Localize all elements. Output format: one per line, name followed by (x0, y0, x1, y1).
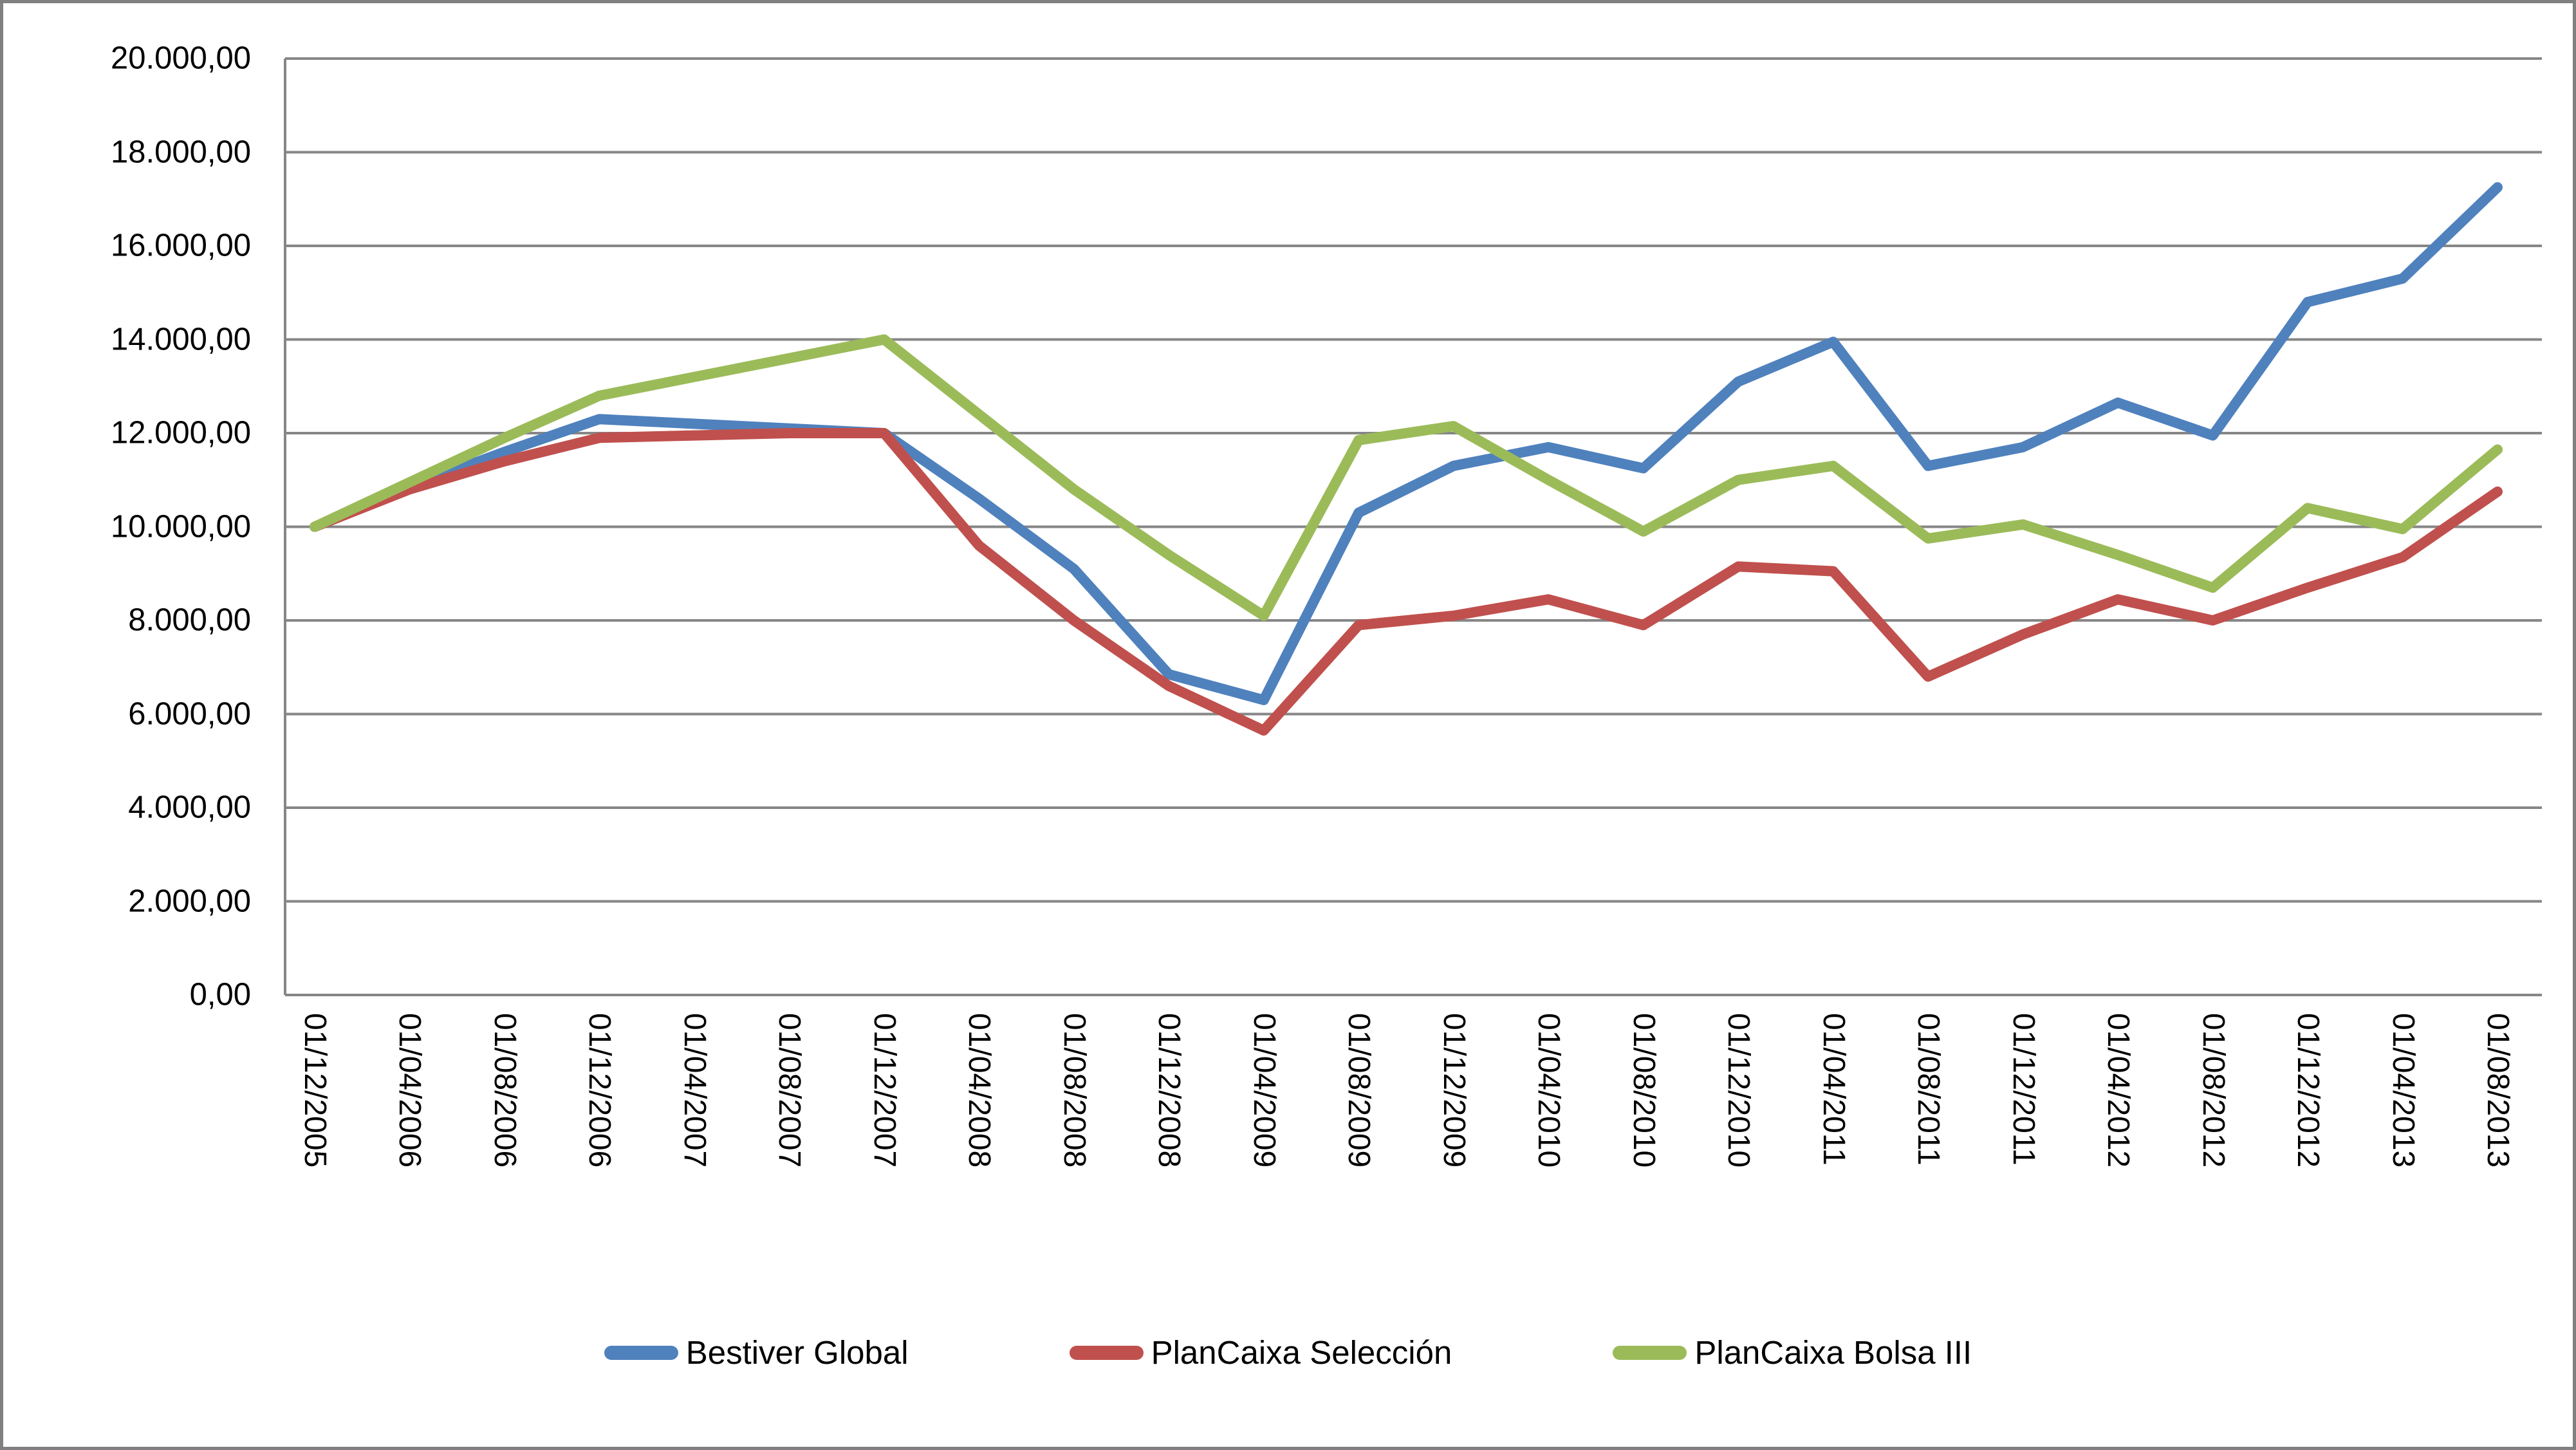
y-axis-tick-label: 16.000,00 (111, 228, 251, 263)
x-axis-tick-label: 01/08/2010 (1626, 1013, 1661, 1168)
x-axis-tick-label: 01/12/2012 (2291, 1013, 2326, 1168)
legend: Bestiver Global PlanCaixa Selección Plan… (0, 1334, 2576, 1371)
x-axis-tick-label: 01/12/2008 (1152, 1013, 1187, 1168)
x-axis-tick-label: 01/08/2009 (1342, 1013, 1376, 1168)
legend-swatch-bestiver-global (604, 1345, 678, 1360)
x-axis-tick-label: 01/12/2007 (867, 1013, 902, 1168)
gridlines-group (284, 57, 2542, 996)
y-axis-tick-label: 18.000,00 (111, 135, 251, 169)
x-axis-tick-label: 01/12/2010 (1721, 1013, 1756, 1168)
legend-item-plancaixa-seleccion: PlanCaixa Selección (1069, 1334, 1452, 1371)
legend-item-bestiver-global: Bestiver Global (604, 1334, 909, 1371)
x-axis-tick-label: 01/04/2008 (962, 1013, 997, 1168)
y-axis-tick-label: 8.000,00 (128, 602, 251, 638)
legend-swatch-plancaixa-seleccion (1069, 1345, 1144, 1360)
x-axis-tick-label: 01/04/2011 (1816, 1013, 1851, 1166)
x-axis-tick-label: 01/12/2005 (298, 1013, 332, 1168)
x-axis-tick-label: 01/04/2009 (1246, 1013, 1281, 1168)
x-axis-tick-label: 01/08/2006 (487, 1013, 522, 1168)
y-axis-tick-label: 6.000,00 (128, 696, 251, 731)
x-axis-tick-label: 01/12/2006 (582, 1013, 617, 1168)
x-axis-tick-label: 01/08/2011 (1911, 1013, 1946, 1166)
x-axis-tick-label: 01/12/2009 (1436, 1013, 1471, 1168)
y-axis-tick-label: 10.000,00 (111, 509, 251, 544)
y-axis-tick-label: 2.000,00 (128, 884, 251, 918)
series-line-plancaixa-selecci-n (310, 428, 2503, 736)
y-axis-tick-label: 20.000,00 (111, 41, 251, 76)
y-axis-tick-label: 12.000,00 (111, 415, 251, 451)
y-axis-tick-label: 14.000,00 (111, 322, 251, 357)
y-axis-tick-label: 0,00 (189, 977, 251, 1012)
x-axis-tick-label: 01/08/2013 (2481, 1013, 2515, 1168)
y-axis-tick-label: 4.000,00 (128, 790, 251, 825)
legend-label-plancaixa-bolsa-iii: PlanCaixa Bolsa III (1694, 1334, 1972, 1371)
x-axis-tick-label: 01/08/2012 (2196, 1013, 2230, 1168)
x-axis-tick-label: 01/04/2007 (677, 1013, 712, 1168)
series-line-bestiver-global (310, 182, 2503, 705)
series-line-plancaixa-bolsa-iii (310, 334, 2503, 621)
x-axis-tick-label: 01/04/2010 (1532, 1013, 1566, 1168)
x-axis-tick-label: 01/08/2008 (1057, 1013, 1091, 1168)
x-axis-tick-label: 01/12/2011 (2006, 1013, 2041, 1166)
legend-swatch-plancaixa-bolsa-iii (1613, 1345, 1687, 1360)
x-axis-tick-label: 01/08/2007 (772, 1013, 807, 1168)
x-axis-tick-label: 01/04/2006 (393, 1013, 427, 1168)
x-axis-tick-label: 01/04/2012 (2101, 1013, 2136, 1168)
legend-label-bestiver-global: Bestiver Global (685, 1334, 909, 1371)
series-lines-group (310, 182, 2503, 736)
legend-item-plancaixa-bolsa-iii: PlanCaixa Bolsa III (1613, 1334, 1972, 1371)
legend-label-plancaixa-seleccion: PlanCaixa Selección (1151, 1334, 1452, 1371)
x-axis-tick-label: 01/04/2013 (2386, 1013, 2420, 1168)
